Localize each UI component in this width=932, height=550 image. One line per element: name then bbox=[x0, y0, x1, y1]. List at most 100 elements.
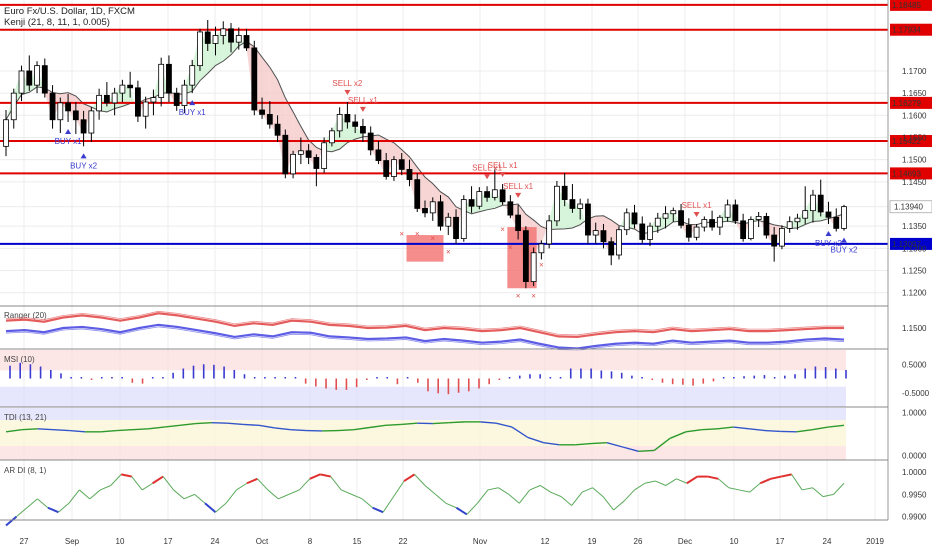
candle-down bbox=[259, 109, 265, 115]
tdi-line-segment bbox=[622, 446, 639, 453]
candle-up bbox=[57, 102, 64, 121]
sell-arrow-icon bbox=[515, 192, 522, 198]
candle-down bbox=[375, 149, 382, 161]
y-tick-label: 1.1500 bbox=[902, 156, 927, 165]
x-tick-label: 15 bbox=[353, 537, 362, 546]
candle-up bbox=[150, 97, 157, 103]
x-tick-label: 8 bbox=[308, 537, 313, 546]
tdi-line-segment bbox=[132, 428, 149, 431]
ardi-line-segment bbox=[707, 475, 719, 480]
ardi-line-segment bbox=[822, 493, 834, 498]
x-tick-label: 27 bbox=[20, 537, 29, 546]
ardi-line-segment bbox=[183, 493, 195, 500]
y-tick-label: 1.1600 bbox=[902, 111, 927, 120]
candle-down bbox=[639, 223, 646, 240]
price-level-tag bbox=[890, 237, 932, 250]
candle-up bbox=[88, 110, 95, 134]
ardi-line-segment bbox=[739, 489, 750, 493]
ardi-line-segment bbox=[487, 487, 499, 491]
ardi-line-segment bbox=[393, 480, 405, 497]
candle-down bbox=[266, 114, 273, 125]
msi-panel[interactable]: MSI (10) 0.5000 -0.5000 bbox=[0, 350, 930, 407]
ardi-line-segment bbox=[801, 487, 813, 491]
tdi-line-segment bbox=[480, 421, 497, 424]
candle-up bbox=[616, 229, 622, 256]
buy-signal-label: BUY x1 bbox=[55, 137, 83, 146]
candle-up bbox=[810, 194, 816, 212]
x-tick-label: 24 bbox=[211, 537, 220, 546]
ardi-line-segment bbox=[455, 506, 468, 516]
candle-down bbox=[833, 216, 840, 229]
ardi-line-segment bbox=[79, 489, 91, 500]
y-tick-label: 0.9900 bbox=[902, 513, 927, 522]
candle-down bbox=[468, 199, 475, 207]
tdi-line-segment bbox=[717, 426, 734, 430]
ardi-line-segment bbox=[152, 475, 164, 485]
bull-band-fill bbox=[580, 204, 588, 236]
price-level-label: 1.18485 bbox=[892, 1, 921, 10]
candle-down bbox=[274, 123, 281, 136]
candle-down bbox=[437, 201, 444, 227]
tdi-line-segment bbox=[527, 436, 544, 444]
y-tick-label: 1.0000 bbox=[902, 408, 927, 417]
tdi-line-segment bbox=[796, 428, 813, 433]
tdi-line-segment bbox=[337, 428, 354, 432]
sell-arrow-icon bbox=[344, 90, 351, 95]
sell-signal-label: SELL x1 bbox=[682, 201, 712, 210]
tdi-line-segment bbox=[227, 422, 244, 426]
candle-down bbox=[561, 185, 568, 200]
chart-title: Euro Fx/U.S. Dollar, 1D, FXCM bbox=[4, 6, 135, 17]
tdi-line-segment bbox=[432, 422, 449, 425]
ardi-line-segment bbox=[613, 500, 625, 511]
buy-signal-label: BUY x2 bbox=[831, 246, 859, 255]
ardi-line-segment bbox=[749, 482, 761, 493]
candle-down bbox=[771, 234, 778, 247]
tdi-line-segment bbox=[116, 428, 133, 432]
tdi-label: TDI (13, 21) bbox=[4, 413, 47, 422]
ardi-line-segment bbox=[655, 480, 667, 486]
candle-down bbox=[515, 214, 522, 232]
ardi-line-segment bbox=[466, 502, 478, 515]
tdi-panel[interactable]: TDI (13, 21) 1.0000 0.0000 bbox=[0, 408, 927, 461]
ranger-panel[interactable]: Ranger (20) 1.1500 bbox=[4, 310, 927, 351]
y-tick-label: 0.9950 bbox=[902, 490, 927, 499]
y-tick-label: 0.5000 bbox=[902, 360, 927, 369]
x-tick-label: 17 bbox=[164, 537, 173, 546]
ardi-line-segment bbox=[550, 491, 562, 498]
ardi-panel[interactable]: AR DI (8, 1) 1.0000 0.9950 0.9900 bbox=[4, 466, 927, 527]
candle-down bbox=[740, 220, 747, 239]
sell-signal-label: SELL x1 bbox=[503, 182, 533, 191]
tdi-line-segment bbox=[385, 423, 402, 427]
y-tick-label: 1.1350 bbox=[902, 222, 927, 231]
stop-marker-icon: × bbox=[539, 261, 544, 270]
tdi-line-segment bbox=[179, 422, 196, 427]
candle-down bbox=[135, 87, 141, 117]
candle-up bbox=[577, 203, 584, 209]
stop-marker-icon: × bbox=[446, 247, 451, 256]
candle-up bbox=[460, 199, 467, 239]
candle-down bbox=[173, 92, 180, 106]
ardi-line-segment bbox=[341, 489, 352, 495]
sell-signal-label: SELL x1 bbox=[472, 163, 502, 172]
ranger-series-line bbox=[5, 312, 844, 339]
candle-up bbox=[10, 92, 17, 121]
ardi-line-segment bbox=[288, 489, 300, 495]
bear-band-fill bbox=[456, 199, 464, 239]
candle-up bbox=[34, 65, 40, 86]
candle-down bbox=[243, 35, 250, 49]
candle-up bbox=[189, 65, 196, 86]
ardi-line-segment bbox=[571, 491, 583, 506]
candle-down bbox=[484, 191, 490, 198]
candle-up bbox=[724, 204, 731, 218]
candle-up bbox=[328, 130, 335, 144]
sell-signal-label: SELL x1 bbox=[348, 96, 378, 105]
tdi-line-segment bbox=[21, 428, 38, 431]
ardi-line-segment bbox=[278, 493, 290, 500]
ardi-label: AR DI (8, 1) bbox=[4, 466, 47, 475]
bear-band-fill bbox=[836, 206, 844, 229]
candle-down bbox=[383, 160, 390, 177]
buy-arrow-icon bbox=[189, 100, 196, 106]
candle-up bbox=[321, 142, 328, 169]
